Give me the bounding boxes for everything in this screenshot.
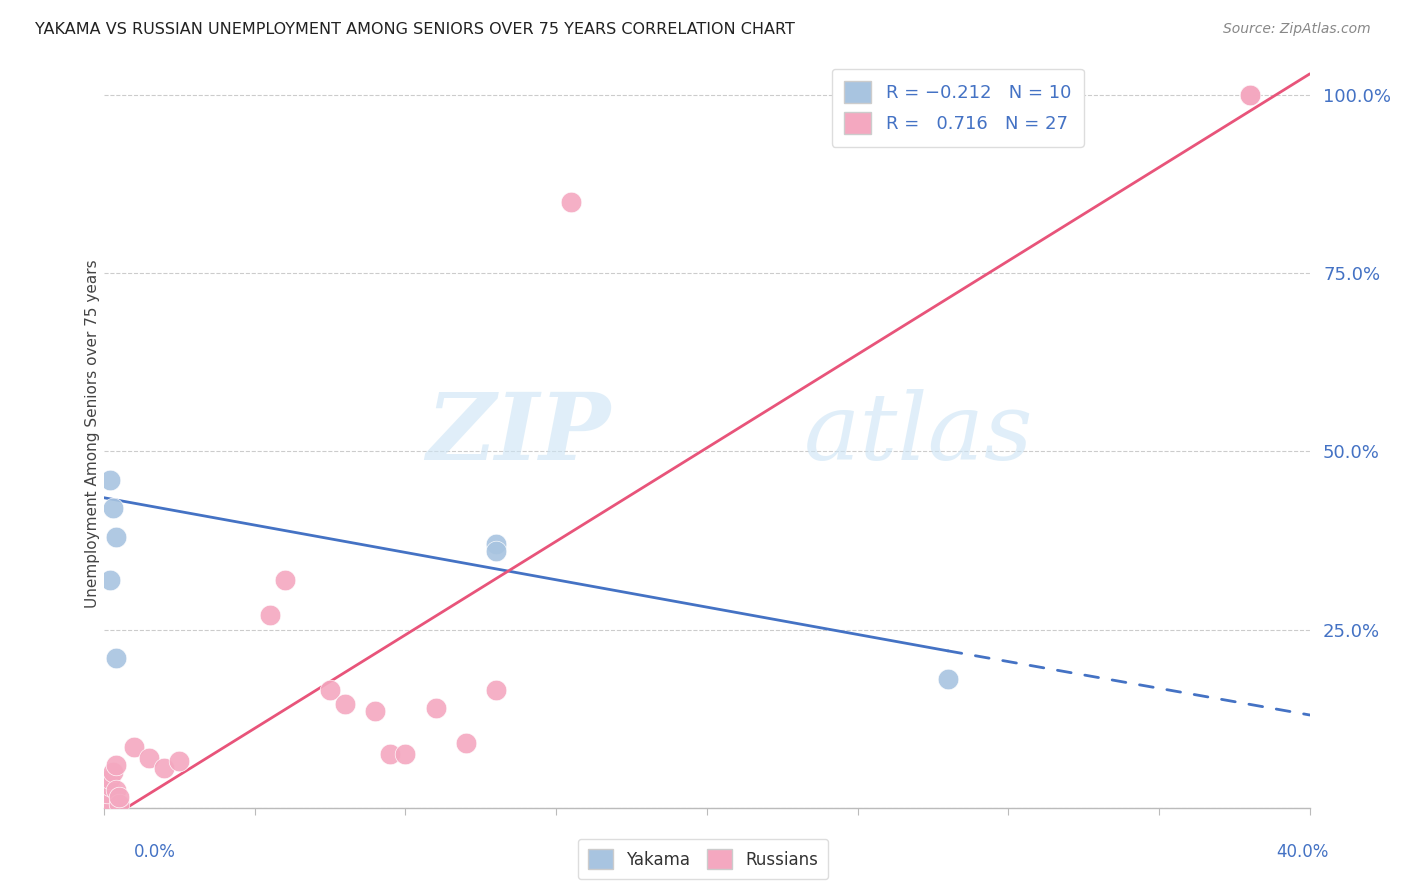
- Point: [364, 705, 387, 719]
- Point: [98, 473, 121, 487]
- Point: [485, 683, 508, 698]
- Point: [108, 789, 131, 804]
- Text: YAKAMA VS RUSSIAN UNEMPLOYMENT AMONG SENIORS OVER 75 YEARS CORRELATION CHART: YAKAMA VS RUSSIAN UNEMPLOYMENT AMONG SEN…: [35, 22, 794, 37]
- Point: [153, 761, 176, 775]
- Point: [1239, 88, 1261, 103]
- Point: [169, 754, 191, 768]
- Point: [104, 757, 127, 772]
- Point: [1239, 88, 1261, 103]
- Point: [98, 772, 121, 786]
- Point: [98, 779, 121, 793]
- Point: [104, 782, 127, 797]
- Point: [936, 673, 959, 687]
- Point: [560, 195, 582, 210]
- Point: [98, 786, 121, 800]
- Point: [101, 501, 124, 516]
- Point: [138, 750, 160, 764]
- Point: [380, 747, 402, 761]
- Point: [101, 764, 124, 779]
- Point: [274, 573, 297, 587]
- Point: [96, 793, 118, 807]
- Point: [108, 797, 131, 811]
- Text: atlas: atlas: [803, 389, 1033, 479]
- Text: Source: ZipAtlas.com: Source: ZipAtlas.com: [1223, 22, 1371, 37]
- Text: 0.0%: 0.0%: [134, 843, 176, 861]
- Point: [319, 683, 342, 698]
- Point: [98, 797, 121, 811]
- Legend: Yakama, Russians: Yakama, Russians: [578, 838, 828, 880]
- Point: [122, 740, 145, 755]
- Text: ZIP: ZIP: [426, 389, 610, 479]
- Point: [96, 786, 118, 800]
- Point: [259, 608, 281, 623]
- Point: [394, 747, 416, 761]
- Point: [485, 537, 508, 551]
- Point: [333, 698, 356, 712]
- Legend: R = −0.212   N = 10, R =   0.716   N = 27: R = −0.212 N = 10, R = 0.716 N = 27: [831, 69, 1084, 147]
- Y-axis label: Unemployment Among Seniors over 75 years: Unemployment Among Seniors over 75 years: [86, 260, 100, 608]
- Point: [454, 737, 477, 751]
- Point: [425, 701, 447, 715]
- Point: [104, 651, 127, 665]
- Text: 40.0%: 40.0%: [1277, 843, 1329, 861]
- Point: [104, 530, 127, 544]
- Point: [98, 573, 121, 587]
- Point: [485, 544, 508, 558]
- Point: [96, 797, 118, 811]
